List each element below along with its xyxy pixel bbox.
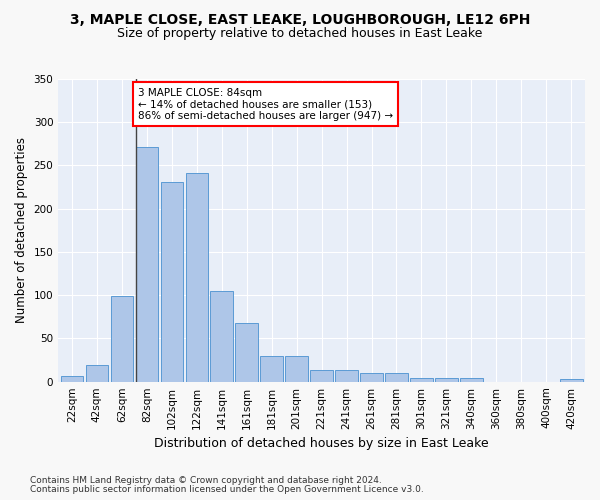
Text: Contains HM Land Registry data © Crown copyright and database right 2024.: Contains HM Land Registry data © Crown c… <box>30 476 382 485</box>
Bar <box>385 373 408 382</box>
Text: 3 MAPLE CLOSE: 84sqm
← 14% of detached houses are smaller (153)
86% of semi-deta: 3 MAPLE CLOSE: 84sqm ← 14% of detached h… <box>138 88 393 121</box>
Text: Contains public sector information licensed under the Open Government Licence v3: Contains public sector information licen… <box>30 485 424 494</box>
X-axis label: Distribution of detached houses by size in East Leake: Distribution of detached houses by size … <box>154 437 489 450</box>
Y-axis label: Number of detached properties: Number of detached properties <box>15 138 28 324</box>
Bar <box>86 365 108 382</box>
Bar <box>460 378 482 382</box>
Bar <box>161 182 183 382</box>
Bar <box>211 291 233 382</box>
Bar <box>136 148 158 382</box>
Bar <box>286 356 308 382</box>
Bar <box>185 174 208 382</box>
Bar <box>410 378 433 382</box>
Bar <box>235 323 258 382</box>
Bar <box>435 378 458 382</box>
Bar <box>110 296 133 382</box>
Bar <box>360 373 383 382</box>
Bar <box>260 356 283 382</box>
Text: Size of property relative to detached houses in East Leake: Size of property relative to detached ho… <box>118 28 482 40</box>
Bar <box>61 376 83 382</box>
Text: 3, MAPLE CLOSE, EAST LEAKE, LOUGHBOROUGH, LE12 6PH: 3, MAPLE CLOSE, EAST LEAKE, LOUGHBOROUGH… <box>70 12 530 26</box>
Bar <box>560 379 583 382</box>
Bar <box>310 370 333 382</box>
Bar <box>335 370 358 382</box>
